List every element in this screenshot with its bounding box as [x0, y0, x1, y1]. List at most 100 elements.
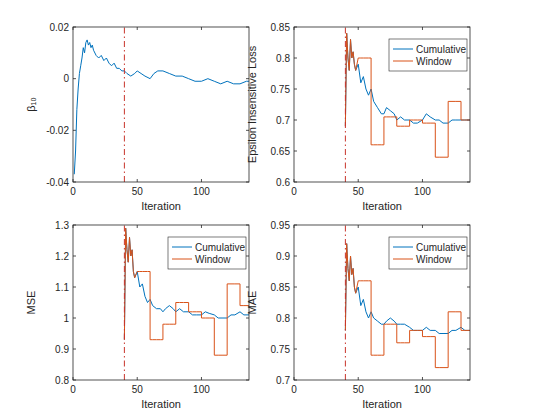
y-tick	[246, 318, 249, 319]
y-tick	[294, 151, 297, 152]
x-tick	[201, 377, 202, 380]
legend-label: Cumulative	[416, 242, 466, 253]
y-tick	[294, 120, 297, 121]
legend-label: Window	[416, 56, 452, 67]
y-tick	[246, 256, 249, 257]
y-tick-label: 1.2	[55, 251, 69, 262]
legend-label: Window	[195, 254, 231, 265]
y-tick	[467, 58, 470, 59]
y-tick	[467, 89, 470, 90]
x-tick	[201, 27, 202, 30]
legend-box	[389, 237, 467, 269]
y-tick-label: 0.95	[271, 220, 291, 231]
y-tick-label: 0.9	[55, 344, 69, 355]
y-tick-label: 0.7	[276, 115, 290, 126]
x-tick	[137, 225, 138, 228]
legend-box	[389, 39, 467, 71]
series-line	[345, 33, 470, 126]
legend-swatch	[393, 49, 413, 50]
y-tick	[73, 318, 76, 319]
y-tick	[467, 151, 470, 152]
x-tick-label: 100	[414, 384, 431, 395]
y-axis-label: MAE	[246, 291, 258, 315]
x-tick	[422, 225, 423, 228]
reference-line	[345, 27, 346, 182]
legend: CumulativeWindow	[168, 237, 246, 269]
x-tick	[422, 27, 423, 30]
y-tick	[294, 318, 297, 319]
x-tick-label: 0	[70, 384, 76, 395]
legend: CumulativeWindow	[389, 39, 467, 71]
x-tick	[358, 225, 359, 228]
subplot: -0.04-0.0200.02050100Iterationβ₁₀	[25, 22, 249, 213]
reference-line	[124, 225, 125, 380]
y-tick	[467, 287, 470, 288]
y-tick-label: 0.75	[271, 344, 291, 355]
x-tick	[358, 27, 359, 30]
y-tick	[73, 256, 76, 257]
x-tick-label: 100	[193, 186, 210, 197]
data-group	[345, 27, 470, 182]
x-tick	[137, 27, 138, 30]
x-tick-label: 50	[132, 384, 144, 395]
subplot: 0.8 0.9 1 1.1 1.2 1.3 0 50 100 Iteration MSE Cumula…	[25, 220, 249, 411]
legend-swatch	[393, 259, 413, 260]
y-tick-label: 0.8	[276, 53, 290, 64]
y-tick-label: 0	[63, 73, 69, 84]
y-tick-label: -0.04	[46, 177, 69, 188]
y-tick-label: 1.1	[55, 282, 69, 293]
axes-frame	[73, 225, 249, 380]
y-tick-label: 0.02	[50, 22, 70, 33]
y-tick	[246, 349, 249, 350]
legend-label: Cumulative	[195, 242, 245, 253]
axes-frame	[294, 225, 470, 380]
y-tick	[467, 256, 470, 257]
x-tick-label: 50	[353, 186, 365, 197]
x-tick-label: 0	[291, 384, 297, 395]
y-tick	[467, 349, 470, 350]
y-tick-label: 0.85	[271, 22, 291, 33]
y-tick	[294, 349, 297, 350]
y-tick	[467, 318, 470, 319]
x-tick	[137, 179, 138, 182]
y-axis-label: MSE	[25, 291, 37, 315]
y-tick	[294, 58, 297, 59]
y-tick	[294, 287, 297, 288]
legend: CumulativeWindow	[389, 237, 467, 269]
x-tick	[137, 377, 138, 380]
plot-area	[73, 27, 249, 182]
y-tick-label: -0.02	[46, 125, 69, 136]
x-axis-label: Iteration	[141, 200, 181, 212]
legend-label: Window	[416, 254, 452, 265]
y-axis-label: β₁₀	[25, 97, 37, 112]
data-group	[345, 225, 470, 380]
y-tick	[294, 89, 297, 90]
series-line	[345, 33, 470, 157]
reference-line	[345, 225, 346, 380]
x-axis-label: Iteration	[362, 200, 402, 212]
y-tick-label: 1.3	[55, 220, 69, 231]
y-tick-label: 0.8	[55, 375, 69, 386]
x-tick	[201, 225, 202, 228]
x-tick-label: 100	[193, 384, 210, 395]
subplot: 0.70.750.80.850.90.95050100IterationMAEC…	[246, 220, 470, 411]
x-tick-label: 50	[353, 384, 365, 395]
x-tick	[201, 179, 202, 182]
y-tick	[73, 130, 76, 131]
data-group	[124, 225, 249, 380]
y-tick	[73, 349, 76, 350]
x-tick-label: 50	[132, 186, 144, 197]
y-tick-label: 0.85	[271, 282, 291, 293]
plot-area	[294, 225, 470, 380]
reference-line	[124, 27, 125, 182]
x-axis-label: Iteration	[141, 398, 181, 410]
axes-frame	[294, 27, 470, 182]
x-axis-label: Iteration	[362, 398, 402, 410]
y-tick-label: 1	[63, 313, 69, 324]
y-tick-label: 0.8	[276, 313, 290, 324]
legend-label: Cumulative	[416, 44, 466, 55]
series-line	[124, 228, 249, 355]
legend-swatch	[393, 61, 413, 62]
x-tick	[358, 377, 359, 380]
y-tick-label: 0.6	[276, 177, 290, 188]
